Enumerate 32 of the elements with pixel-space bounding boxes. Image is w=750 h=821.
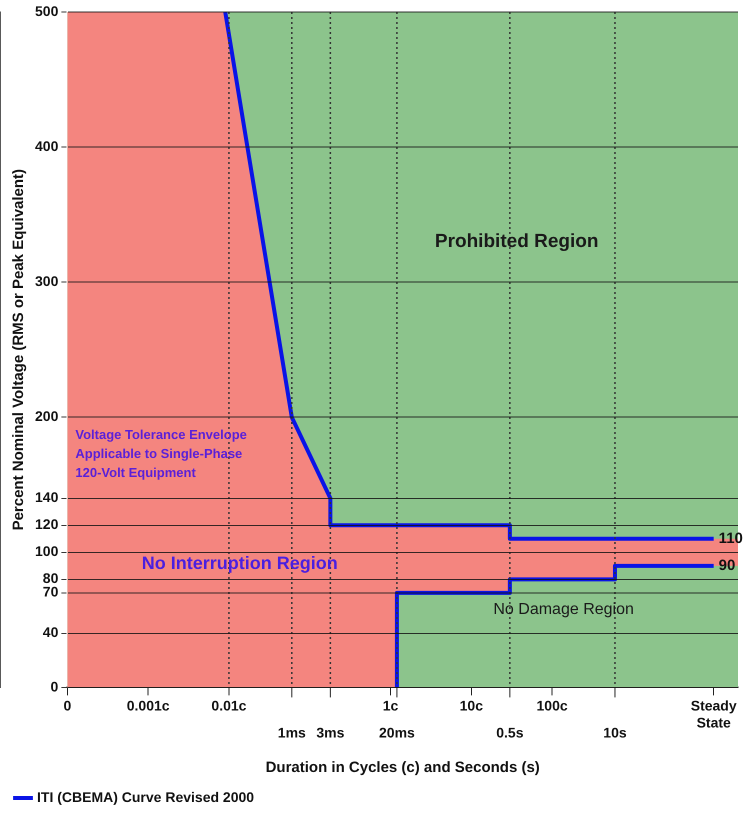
- y-tick-label: 200: [35, 408, 59, 424]
- x-tick-label: 10c: [460, 698, 484, 714]
- x-tick-label: 0.001c: [126, 698, 170, 714]
- annotation: No Interruption Region: [142, 552, 338, 573]
- x-tick-label: 0: [63, 698, 72, 714]
- y-tick-label: 500: [35, 2, 59, 19]
- y-tick-label: 40: [42, 624, 59, 640]
- x-tick-label: 1c: [382, 698, 399, 714]
- y-tick-label: 120: [35, 516, 59, 532]
- legend-label: ITI (CBEMA) Curve Revised 2000: [37, 788, 254, 805]
- annotation: Voltage Tolerance Envelope Applicable to Single-Phase 120-Volt Equipment: [75, 426, 247, 480]
- x-axis-title: Duration in Cycles (c) and Seconds (s): [266, 759, 540, 776]
- annotation: Prohibited Region: [434, 230, 598, 252]
- ref-line-label: 0.5s: [496, 724, 524, 740]
- y-tick-label: 400: [35, 138, 59, 154]
- ref-line-label: 20ms: [379, 724, 416, 740]
- annotation: No Damage Region: [493, 601, 634, 618]
- y-tick-label: 70: [42, 584, 59, 600]
- x-tick-label: 100c: [536, 698, 568, 714]
- ref-line-label: 3ms: [316, 724, 345, 740]
- x-tick-label: 0.01c: [211, 698, 247, 714]
- y-tick-label: 300: [35, 273, 59, 290]
- y-tick-label: 100: [35, 543, 59, 560]
- y-tick-label: 80: [42, 570, 59, 586]
- y-axis-title: Percent Nominal Voltage (RMS or Peak Equivalent): [10, 168, 28, 530]
- ref-line-label: 1ms: [278, 724, 306, 740]
- x-tick-label: Steady State: [690, 698, 737, 730]
- y-tick-label: 140: [35, 489, 59, 506]
- y-tick-label: 0: [50, 678, 59, 694]
- ref-line-label: 10s: [603, 724, 627, 740]
- annotation: 90: [718, 556, 736, 574]
- annotation: 110: [718, 530, 743, 547]
